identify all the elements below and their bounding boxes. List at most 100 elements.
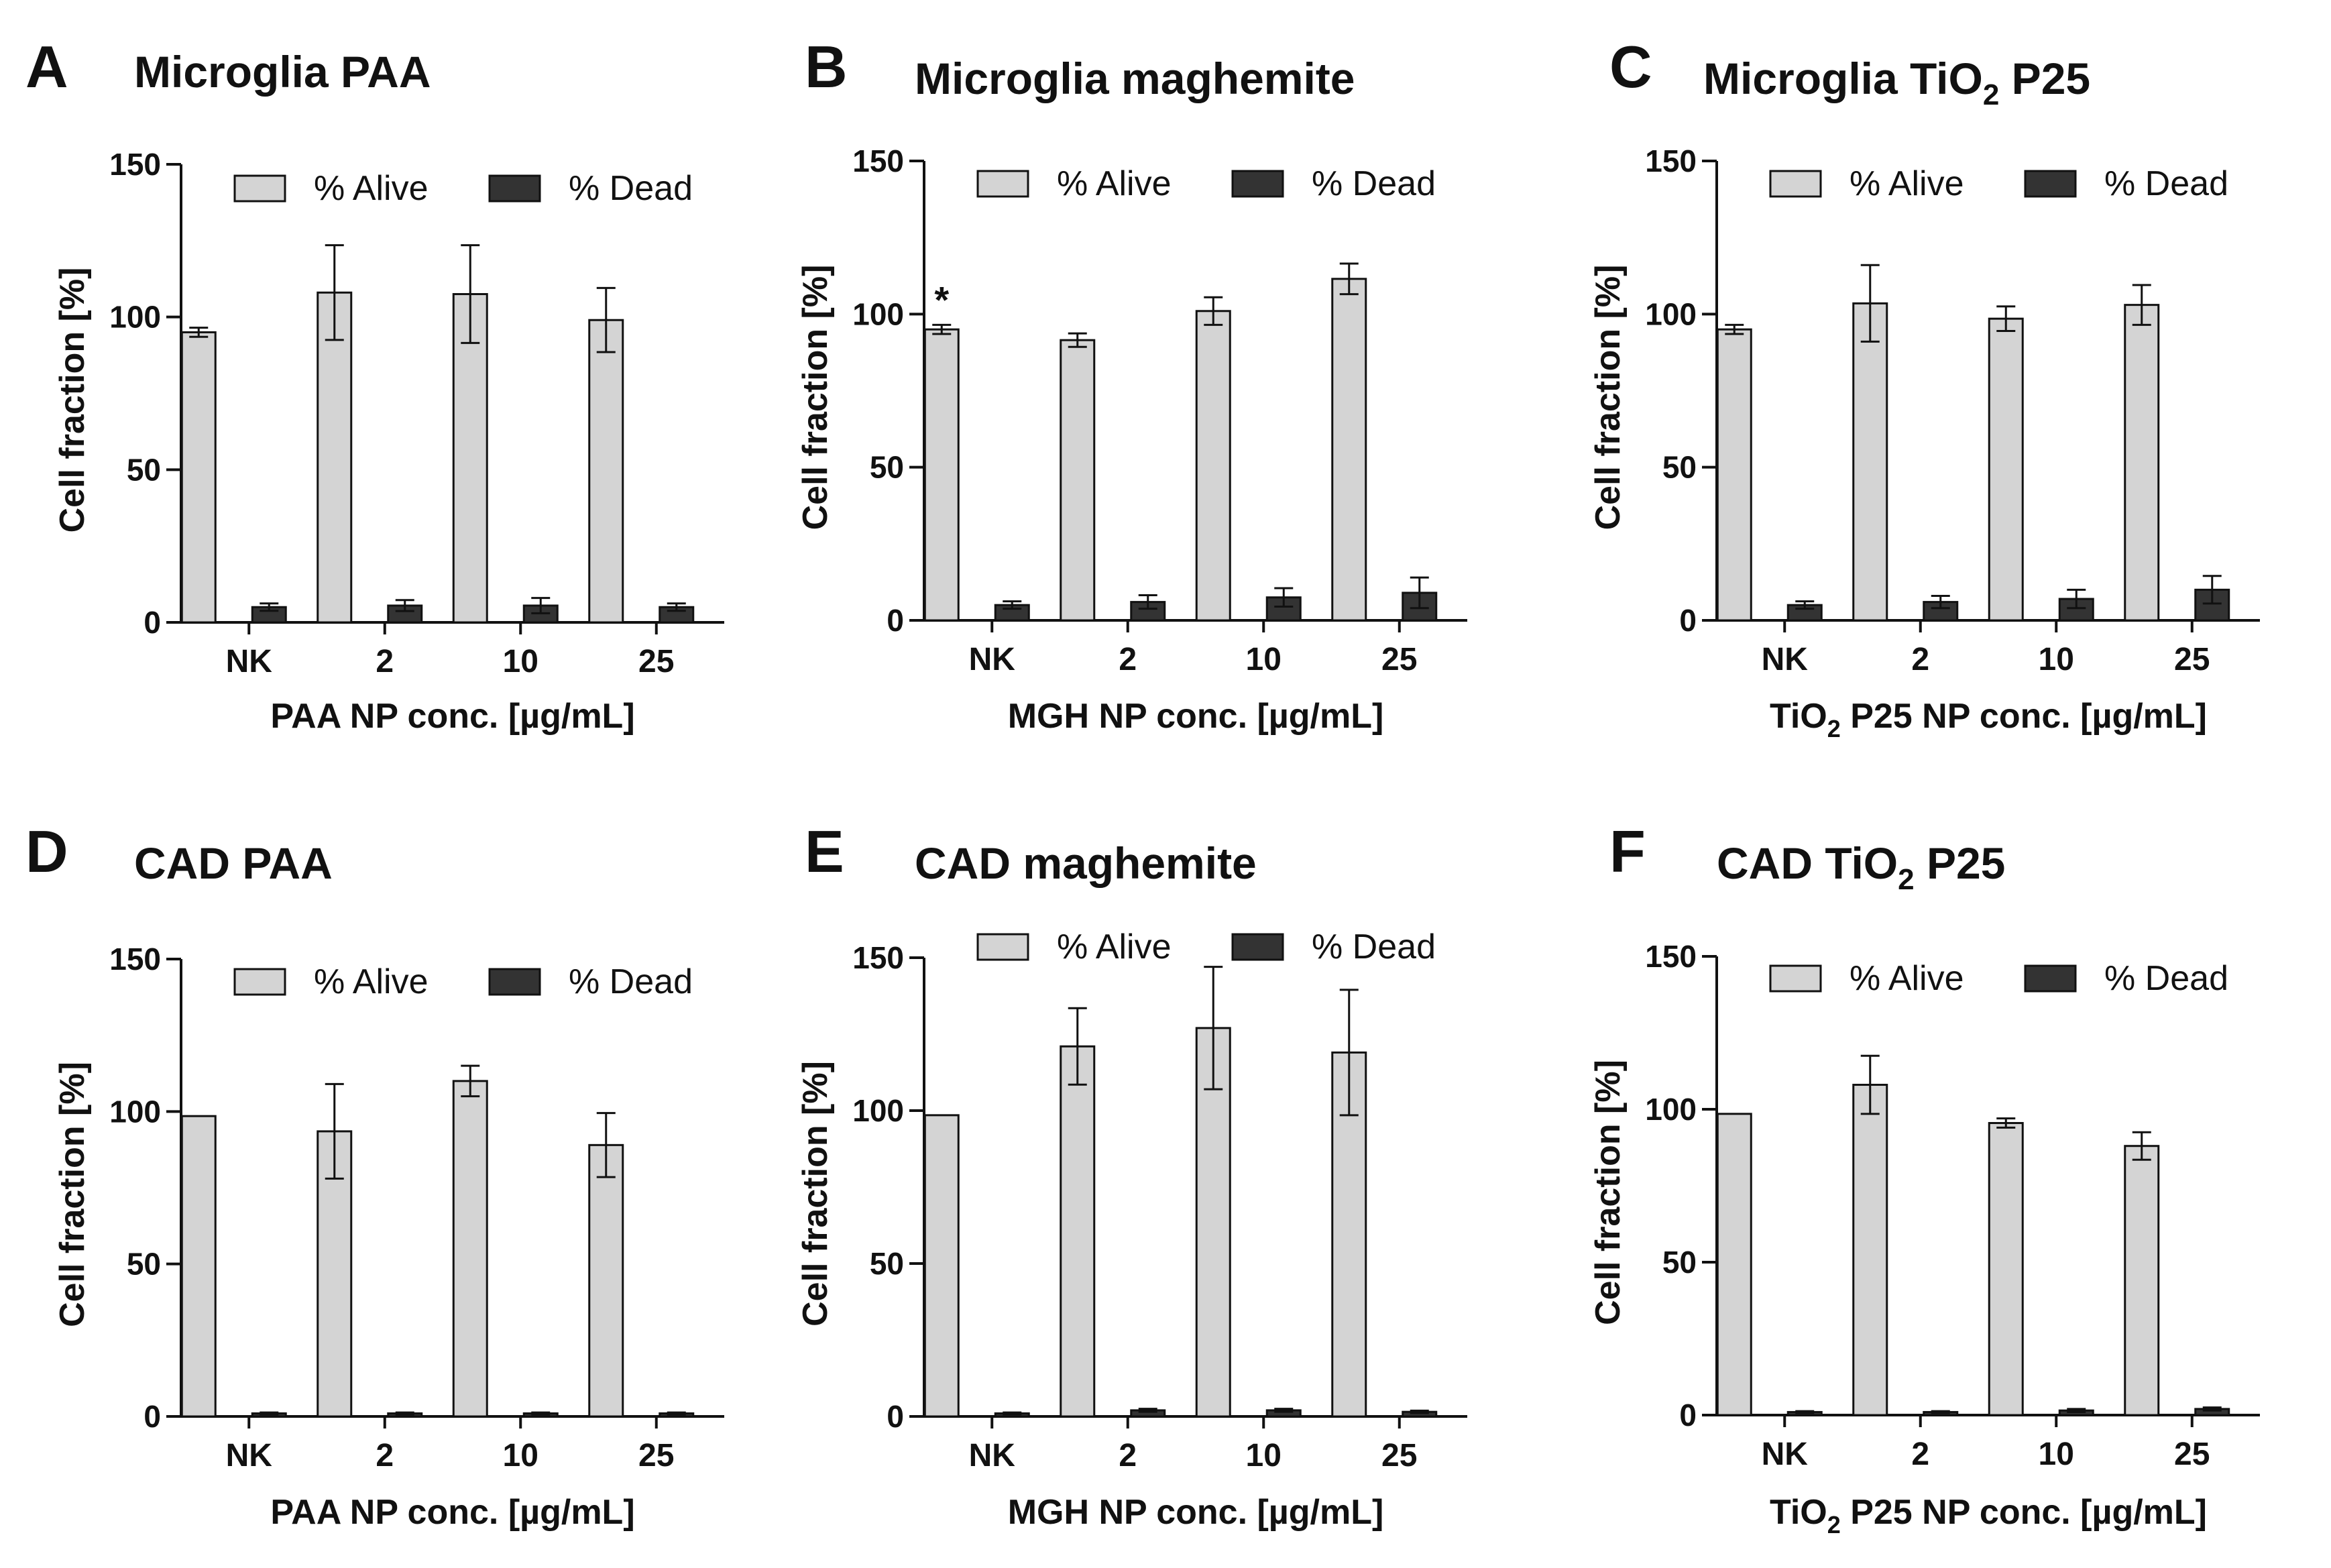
- x-axis-label-mu: µ: [520, 1493, 540, 1532]
- panel-title: Microglia maghemite: [915, 54, 1355, 103]
- y-axis-label: Cell fraction [%]: [796, 265, 835, 530]
- bar-alive: [1060, 1045, 1096, 1418]
- y-tick-label: 0: [144, 1399, 161, 1434]
- y-tick-label: 0: [887, 1399, 904, 1434]
- panel-title-main: Microglia PAA: [134, 47, 431, 97]
- x-tick-label: 2: [1911, 642, 1929, 677]
- panel-D: D CAD PAA 0 50 100 150 Cell fraction [%] NK 2 10 2…: [25, 818, 724, 1532]
- legend-swatch-alive: [1769, 964, 1822, 993]
- x-axis-label-main: PAA NP conc. [: [270, 697, 520, 736]
- x-axis-label-main: PAA NP conc. [: [270, 1493, 520, 1532]
- x-tick-label: NK: [1762, 642, 1809, 677]
- bar-alive: [317, 291, 353, 624]
- bar-alive: [1195, 310, 1231, 622]
- bar-alive: [1331, 278, 1367, 622]
- y-tick-label: 50: [870, 450, 904, 485]
- legend-label-dead: % Dead: [2104, 959, 2228, 998]
- legend-label-alive: % Alive: [1057, 928, 1172, 966]
- legend-label-alive: % Alive: [1850, 959, 1964, 998]
- panel-letter: B: [805, 34, 848, 100]
- panel-title-tail: P25: [1915, 838, 2006, 888]
- y-tick-label: 0: [1679, 603, 1697, 638]
- x-axis-label-tail: g/mL]: [2112, 1493, 2207, 1532]
- x-tick-label: 2: [376, 644, 394, 679]
- legend-label-alive: % Alive: [314, 962, 429, 1001]
- legend-label-alive: % Alive: [1850, 164, 1964, 203]
- bar-alive: [923, 1114, 960, 1418]
- bar-alive: [2124, 304, 2160, 622]
- y-tick-label: 100: [109, 1094, 161, 1129]
- x-tick-label: 2: [1911, 1437, 1929, 1472]
- bar-alive: [1060, 339, 1096, 622]
- x-axis-label-mu: µ: [1269, 1493, 1289, 1532]
- y-tick-label: 100: [1645, 296, 1697, 331]
- legend-label-alive: % Alive: [314, 169, 429, 208]
- x-axis-label-tail: g/mL]: [1289, 697, 1384, 736]
- legend-swatch-dead: [1231, 170, 1284, 198]
- legend-swatch-dead: [1231, 933, 1284, 961]
- y-tick-label: 100: [1645, 1092, 1697, 1127]
- x-axis-label-subscript: 2: [1827, 1511, 1841, 1538]
- x-tick-label: 25: [638, 1438, 674, 1473]
- x-axis-label-main2: P25 NP conc. [: [1841, 697, 2092, 736]
- panel-title-subscript: 2: [1983, 78, 1999, 111]
- y-tick-label: 50: [1662, 450, 1697, 485]
- bar-alive: [1852, 1084, 1888, 1416]
- bar-dead: [2058, 598, 2094, 622]
- bar-alive: [180, 1115, 217, 1418]
- bar-alive: [452, 1080, 488, 1418]
- y-tick-label: 50: [1662, 1245, 1697, 1280]
- significance-marker: *: [934, 278, 949, 321]
- legend-label-dead: % Dead: [569, 962, 693, 1001]
- x-axis-label-mu: µ: [520, 697, 540, 736]
- bar-alive: [452, 293, 488, 624]
- x-axis-label: MGH NP conc. [µg/mL]: [1008, 697, 1384, 736]
- bar-alive: [588, 1143, 624, 1418]
- y-axis-label: Cell fraction [%]: [53, 1062, 92, 1327]
- y-axis-label: Cell fraction [%]: [796, 1061, 835, 1327]
- x-tick-label: NK: [969, 1438, 1016, 1473]
- x-tick-label: 25: [1381, 642, 1417, 677]
- bar-alive: [1988, 1122, 2024, 1416]
- legend-swatch-alive: [976, 933, 1029, 961]
- panel-B: B Microglia maghemite 0 50 100 150 Cell fracti…: [796, 34, 1467, 736]
- panel-title-main: CAD TiO: [1717, 838, 1898, 888]
- y-tick-label: 150: [852, 144, 904, 178]
- bar-alive: [923, 328, 960, 622]
- y-tick-label: 0: [887, 603, 904, 638]
- legend-label-dead: % Dead: [1312, 164, 1436, 203]
- legend-label-alive: % Alive: [1057, 164, 1172, 203]
- y-axis-label: Cell fraction [%]: [53, 268, 92, 533]
- bar-alive: [1195, 1027, 1231, 1418]
- panel-E: E CAD maghemite 0 50 100 150 Cell fraction [%]…: [796, 818, 1467, 1532]
- legend-swatch-alive: [233, 968, 286, 996]
- x-tick-label: NK: [1762, 1437, 1809, 1472]
- x-tick-label: 10: [503, 644, 538, 679]
- panel-A: A Microglia PAA 0 50 100 150 Cell fraction [%]…: [25, 34, 724, 736]
- bar-alive: [180, 331, 217, 624]
- x-tick-label: 10: [1246, 642, 1282, 677]
- x-axis-label: PAA NP conc. [µg/mL]: [270, 697, 634, 736]
- panel-title-subscript: 2: [1898, 863, 1914, 896]
- legend-swatch-dead: [488, 174, 541, 203]
- x-tick-label: 10: [2039, 642, 2074, 677]
- y-tick-label: 100: [852, 1093, 904, 1128]
- x-axis-label-main2: P25 NP conc. [: [1841, 1493, 2092, 1532]
- y-tick-label: 150: [1645, 939, 1697, 974]
- x-axis-label: TiO2 P25 NP conc. [µg/mL]: [1770, 1493, 2207, 1538]
- x-tick-label: 10: [1246, 1438, 1282, 1473]
- bar-alive: [2124, 1145, 2160, 1416]
- y-tick-label: 150: [109, 147, 161, 182]
- x-tick-label: 25: [638, 644, 674, 679]
- x-axis-label-tail: g/mL]: [540, 697, 635, 736]
- panel-letter: F: [1609, 818, 1646, 885]
- panel-letter: C: [1609, 34, 1652, 100]
- x-tick-label: NK: [226, 1438, 273, 1473]
- x-axis-label-tail: g/mL]: [540, 1493, 635, 1532]
- x-tick-label: NK: [969, 642, 1016, 677]
- x-axis-label-mu: µ: [2092, 697, 2112, 736]
- panel-title-main: Microglia TiO: [1703, 54, 1983, 103]
- y-tick-label: 150: [109, 942, 161, 976]
- legend-swatch-dead: [488, 968, 541, 996]
